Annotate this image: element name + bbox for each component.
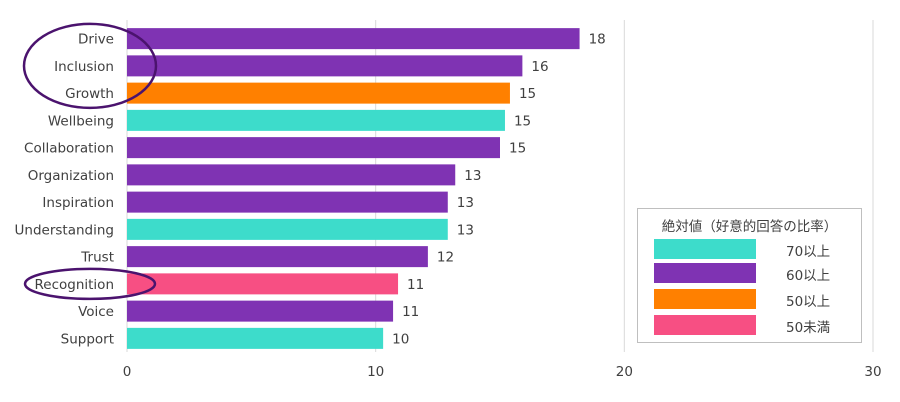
x-tick-label: 10 — [367, 364, 384, 380]
legend-swatch-70 — [654, 239, 756, 259]
legend-item-50: 50以上 — [654, 289, 854, 311]
value-label: 13 — [457, 222, 474, 238]
category-label: Inclusion — [54, 59, 114, 75]
x-axis-ticks: 0 10 20 30 — [123, 364, 882, 380]
value-label: 12 — [437, 250, 454, 266]
legend-label-70: 70以上 — [786, 244, 831, 260]
legend-label-60: 60以上 — [786, 268, 831, 284]
value-label: 16 — [531, 59, 548, 75]
value-label: 13 — [457, 195, 474, 211]
value-label: 11 — [402, 304, 419, 320]
bar — [127, 164, 456, 186]
x-tick-label: 0 — [123, 364, 132, 380]
bar — [127, 137, 500, 159]
category-label: Support — [61, 331, 114, 347]
bar — [127, 218, 448, 240]
category-label: Collaboration — [24, 141, 114, 157]
value-label: 13 — [464, 168, 481, 184]
value-label: 15 — [509, 141, 526, 157]
x-tick-label: 30 — [864, 364, 881, 380]
highlight-ellipse — [22, 22, 158, 110]
category-label: Wellbeing — [48, 113, 114, 129]
bar — [127, 273, 399, 295]
legend-item-60: 60以上 — [654, 263, 854, 285]
legend-swatch-50 — [654, 289, 756, 309]
value-label: 10 — [392, 331, 409, 347]
legend-item-under50: 50未満 — [654, 315, 854, 337]
category-label: Organization — [28, 168, 114, 184]
legend-swatch-60 — [654, 263, 756, 283]
bar — [127, 109, 505, 131]
value-label: 15 — [519, 86, 536, 102]
bar — [127, 246, 428, 268]
value-label: 18 — [589, 32, 606, 48]
value-label: 15 — [514, 113, 531, 129]
category-label: Inspiration — [42, 195, 114, 211]
legend-title: 絶対値（好意的回答の比率） — [661, 219, 838, 235]
value-label: 11 — [407, 277, 424, 293]
bar — [127, 55, 523, 77]
legend-swatch-under50 — [654, 315, 756, 335]
highlight-ellipses — [22, 22, 158, 301]
category-label: Recognition — [35, 277, 115, 293]
bar — [127, 82, 510, 104]
category-labels: Drive Inclusion Growth Wellbeing Collaborati… — [15, 32, 114, 348]
legend: 絶対値（好意的回答の比率） 70以上 60以上 50以上 50未満 — [637, 208, 862, 343]
bar — [127, 191, 448, 213]
highlight-ellipse — [23, 267, 157, 301]
bars — [127, 28, 580, 349]
x-tick-label: 20 — [616, 364, 633, 380]
category-label: Drive — [78, 32, 114, 48]
bar — [127, 300, 394, 322]
legend-label-under50: 50未満 — [786, 320, 831, 336]
bar — [127, 327, 384, 349]
category-label: Trust — [80, 250, 114, 266]
category-label: Understanding — [15, 222, 114, 238]
category-label: Voice — [78, 304, 114, 320]
legend-item-70: 70以上 — [654, 239, 854, 261]
bar — [127, 28, 580, 50]
category-label: Growth — [65, 86, 114, 102]
legend-label-50: 50以上 — [786, 294, 831, 310]
